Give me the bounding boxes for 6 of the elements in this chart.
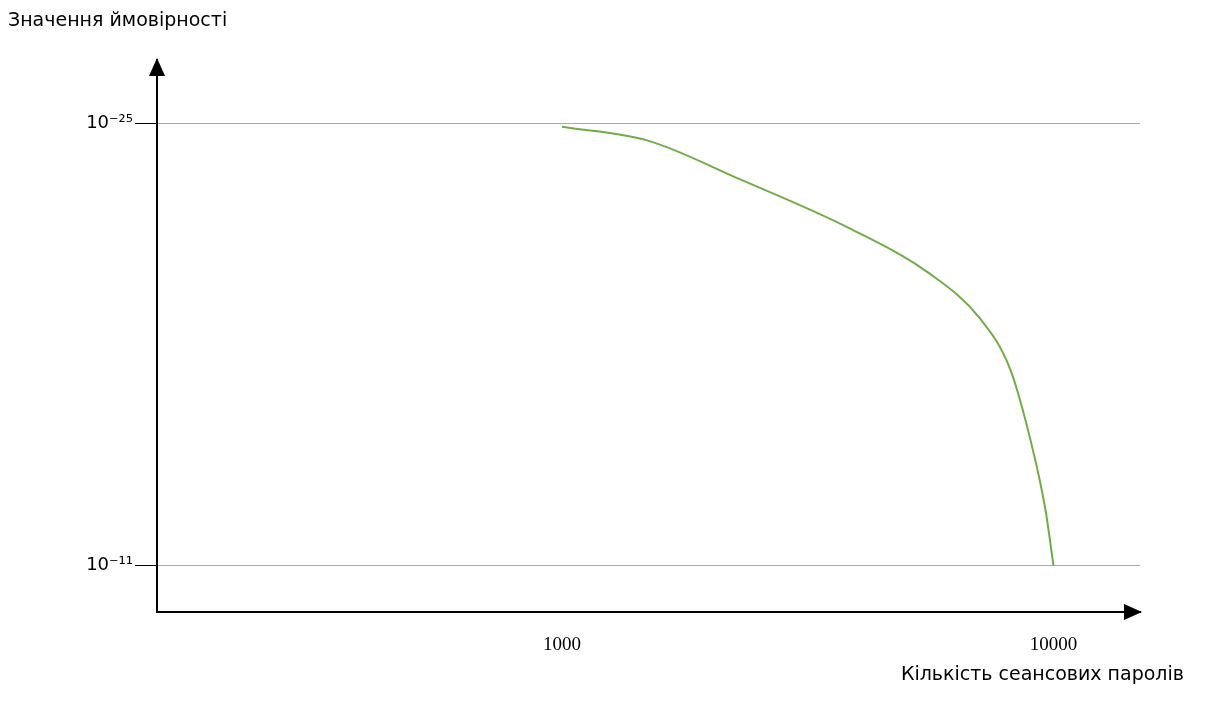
y-tick-label: 10⁻²⁵ xyxy=(86,110,133,132)
x-tick-label: 1000 xyxy=(542,633,581,655)
y-axis-title: Значення ймовірності xyxy=(8,8,228,30)
y-tick-label: 10⁻¹¹ xyxy=(86,553,133,575)
x-tick-label: 10000 xyxy=(1029,633,1078,655)
x-axis-title: Кількість сеансових паролів xyxy=(900,662,1184,684)
